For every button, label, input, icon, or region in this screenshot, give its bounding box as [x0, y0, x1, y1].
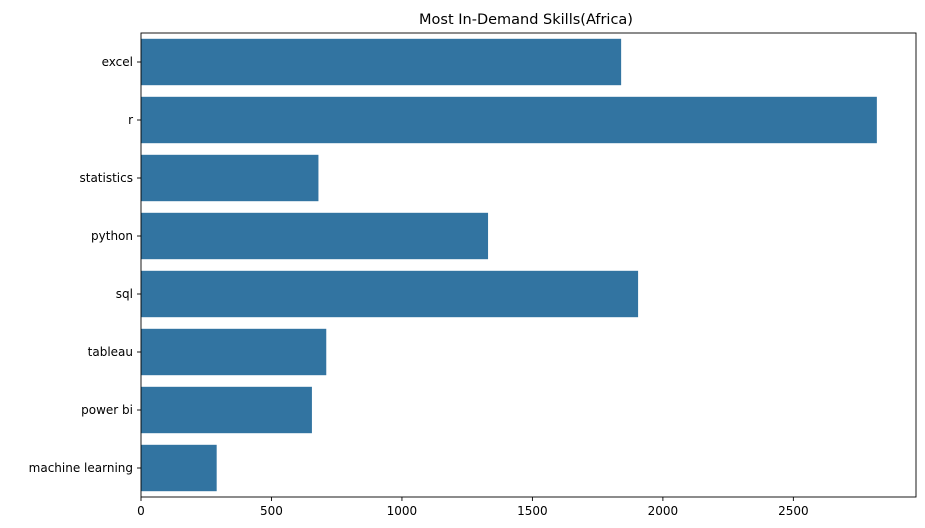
bar-statistics: [141, 154, 319, 202]
y-axis: excel r statistics python sql tableau power bi…: [29, 55, 141, 475]
y-tick-label: excel: [102, 55, 133, 69]
bar-excel: [141, 38, 622, 86]
y-tick-label: statistics: [80, 171, 134, 185]
y-tick-label: power bi: [81, 403, 133, 417]
x-tick-label: 500: [260, 504, 283, 518]
y-tick-label: r: [128, 113, 133, 127]
chart-title: Most In-Demand Skills(Africa): [419, 12, 633, 28]
x-tick-label: 1500: [517, 504, 548, 518]
x-tick-label: 1000: [387, 504, 418, 518]
bar-power-bi: [141, 386, 312, 434]
bar-sql: [141, 270, 639, 318]
y-tick-label: tableau: [88, 345, 133, 359]
x-axis: 0 500 1000 1500 2000 2500: [137, 497, 809, 518]
bars-layer: [141, 38, 877, 492]
bar-python: [141, 212, 489, 260]
y-tick-label: machine learning: [29, 461, 133, 475]
x-tick-label: 2000: [648, 504, 679, 518]
x-tick-label: 2500: [778, 504, 809, 518]
y-tick-label: python: [91, 229, 133, 243]
axes-frame: [140, 32, 917, 498]
y-tick-label: sql: [116, 287, 133, 301]
bar-machine-learning: [141, 444, 217, 492]
bar-r: [141, 96, 877, 144]
x-tick-label: 0: [137, 504, 145, 518]
bar-tableau: [141, 328, 327, 376]
